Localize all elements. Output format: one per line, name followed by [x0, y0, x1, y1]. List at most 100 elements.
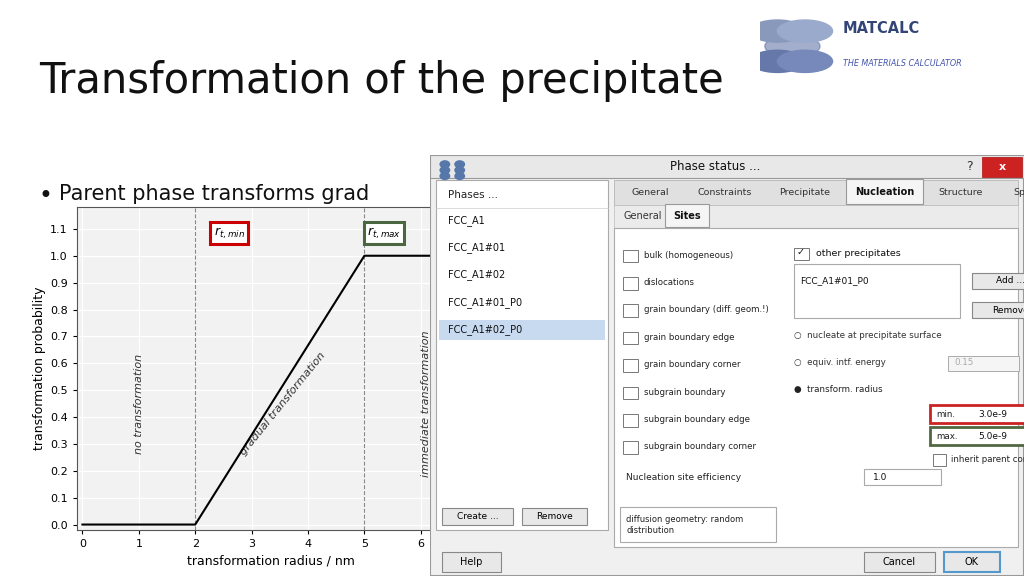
Text: bulk (homogeneous): bulk (homogeneous) [644, 251, 733, 260]
Text: Remove: Remove [992, 306, 1024, 315]
Bar [944, 552, 1000, 572]
Text: min.: min. [936, 410, 955, 419]
Text: FCC_A1#01: FCC_A1#01 [447, 242, 505, 253]
Text: Remove: Remove [537, 512, 573, 521]
Bar [522, 508, 588, 525]
Text: Cancel: Cancel [883, 556, 915, 567]
Text: OK: OK [965, 556, 979, 567]
Bar [623, 250, 638, 262]
Bar [623, 386, 638, 399]
Bar [623, 359, 638, 372]
Text: grain boundary (diff. geom.!): grain boundary (diff. geom.!) [644, 305, 769, 314]
Bar [972, 273, 1024, 289]
Bar [623, 441, 638, 454]
Bar [623, 414, 638, 427]
Text: subgrain boundary corner: subgrain boundary corner [644, 442, 756, 451]
Bar [948, 356, 1020, 371]
Text: diffusion geometry: random: diffusion geometry: random [626, 515, 743, 524]
Bar [436, 180, 608, 530]
Text: ○  equiv. intf. energy: ○ equiv. intf. energy [794, 358, 886, 367]
Bar [439, 320, 605, 340]
Text: Create ...: Create ... [457, 512, 499, 521]
Text: General: General [624, 211, 662, 221]
Text: Add ...: Add ... [996, 276, 1024, 285]
Bar [794, 248, 809, 260]
Text: other precipitates: other precipitates [816, 249, 901, 257]
Text: x: x [998, 162, 1006, 172]
Circle shape [750, 50, 805, 73]
Text: Phases ...: Phases ... [447, 190, 498, 200]
Circle shape [455, 167, 465, 173]
Text: 3.0e-9: 3.0e-9 [978, 410, 1007, 419]
Bar [430, 155, 1024, 178]
Circle shape [440, 167, 450, 173]
Circle shape [455, 161, 465, 168]
Bar [931, 427, 1024, 445]
Bar [931, 406, 1024, 423]
Text: distribution: distribution [626, 526, 674, 535]
Text: ?: ? [966, 160, 973, 173]
Text: gradual transformation: gradual transformation [239, 350, 327, 457]
Text: 0.15: 0.15 [954, 358, 974, 367]
Bar [665, 204, 710, 227]
Circle shape [765, 35, 820, 58]
Text: Parent phase transforms grad: Parent phase transforms grad [59, 184, 370, 204]
Text: no transformation: no transformation [134, 354, 143, 454]
Circle shape [440, 173, 450, 179]
Text: ○  nucleate at precipitate surface: ○ nucleate at precipitate surface [794, 331, 941, 340]
X-axis label: transformation radius / nm: transformation radius / nm [187, 555, 355, 567]
Text: 5.0e-9: 5.0e-9 [978, 432, 1007, 441]
Circle shape [777, 50, 833, 73]
Text: Nucleation site efficiency: Nucleation site efficiency [626, 472, 741, 482]
Text: 1.0: 1.0 [872, 472, 887, 482]
Bar [614, 228, 1018, 547]
Y-axis label: transformation probability: transformation probability [33, 287, 46, 450]
Text: Phase status ...: Phase status ... [670, 160, 760, 173]
Bar [972, 302, 1024, 319]
Circle shape [455, 173, 465, 179]
Bar [623, 277, 638, 290]
Text: THE MATERIALS CALCULATOR: THE MATERIALS CALCULATOR [843, 59, 962, 68]
Bar [614, 204, 1018, 228]
Circle shape [750, 20, 805, 42]
Bar [621, 506, 776, 543]
Text: Precipitate: Precipitate [779, 188, 830, 197]
Bar [623, 332, 638, 344]
Bar [623, 305, 638, 317]
Bar [614, 180, 1018, 204]
Text: grain boundary edge: grain boundary edge [644, 333, 734, 342]
Text: Help: Help [461, 556, 482, 567]
Text: Special: Special [1013, 188, 1024, 197]
Text: Constraints: Constraints [697, 188, 752, 197]
Text: $r_{t,min}$: $r_{t,min}$ [214, 225, 245, 241]
Text: inherit parent comp.: inherit parent comp. [951, 455, 1024, 464]
Text: MATCALC: MATCALC [843, 21, 920, 36]
Text: Nucleation: Nucleation [855, 187, 914, 198]
Text: ✓: ✓ [797, 247, 805, 257]
Text: immediate transformation: immediate transformation [422, 330, 431, 477]
Text: FCC_A1#02: FCC_A1#02 [447, 270, 505, 281]
Bar [442, 508, 513, 525]
Circle shape [777, 20, 833, 42]
Text: ●  transform. radius: ● transform. radius [794, 385, 883, 395]
Bar [863, 469, 941, 486]
Text: General: General [632, 188, 669, 197]
Text: Transformation of the precipitate: Transformation of the precipitate [39, 60, 724, 103]
Bar [863, 552, 935, 572]
Text: Structure: Structure [938, 188, 983, 197]
Text: subgrain boundary edge: subgrain boundary edge [644, 415, 750, 424]
Bar [442, 552, 502, 572]
Text: FCC_A1: FCC_A1 [447, 215, 484, 226]
Text: max.: max. [936, 432, 957, 441]
Text: Sites: Sites [673, 211, 700, 221]
Bar [982, 157, 1022, 177]
Circle shape [440, 161, 450, 168]
Text: •: • [39, 184, 53, 209]
Text: dislocations: dislocations [644, 278, 695, 287]
Bar [933, 454, 946, 466]
Text: FCC_A1#02_P0: FCC_A1#02_P0 [447, 324, 522, 335]
Bar [794, 264, 961, 319]
Text: FCC_A1#01_P0: FCC_A1#01_P0 [800, 276, 868, 285]
Text: FCC_A1#01_P0: FCC_A1#01_P0 [447, 297, 522, 308]
Bar [846, 179, 923, 204]
